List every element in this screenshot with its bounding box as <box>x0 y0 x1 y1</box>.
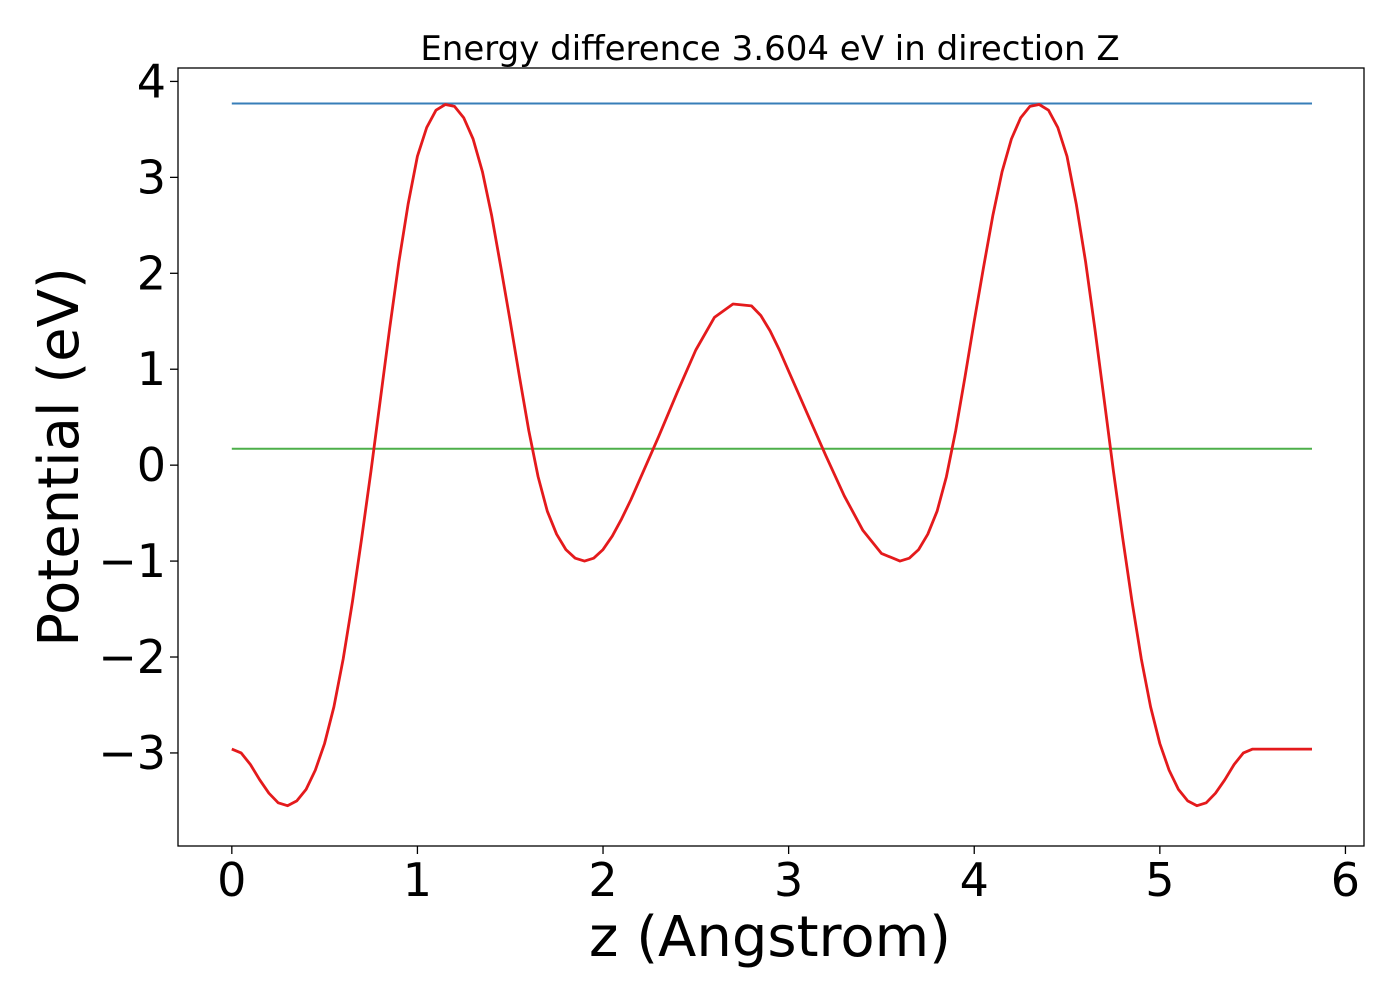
x-tick-label: 1 <box>403 853 432 907</box>
y-tick-label: −3 <box>98 726 166 780</box>
series-line-0 <box>231 103 1312 808</box>
y-axis-label: Potential (eV) <box>27 267 92 647</box>
y-tick-label: 1 <box>137 342 166 396</box>
y-tick-label: 4 <box>137 54 166 108</box>
y-tick-label: −2 <box>98 630 166 684</box>
x-tick-label: 4 <box>960 853 989 907</box>
x-tick-label: 3 <box>774 853 803 907</box>
plot-area-frame <box>177 67 1365 847</box>
y-tick-label: 0 <box>137 438 166 492</box>
chart-title: Energy difference 3.604 eV in direction … <box>420 29 1119 69</box>
y-axis-ticks: −3 −2 −1 0 1 2 3 4 <box>98 54 178 780</box>
x-tick-label: 0 <box>217 853 246 907</box>
x-tick-label: 2 <box>588 853 617 907</box>
y-tick-label: −1 <box>98 534 166 588</box>
y-tick-label: 3 <box>137 150 166 204</box>
y-tick-label: 2 <box>137 246 166 300</box>
x-tick-label: 6 <box>1331 853 1360 907</box>
x-axis-ticks: 0 1 2 3 4 5 6 <box>217 846 1360 907</box>
x-axis-label: z (Angstrom) <box>589 905 951 970</box>
x-tick-label: 5 <box>1145 853 1174 907</box>
series-layer <box>231 102 1312 808</box>
